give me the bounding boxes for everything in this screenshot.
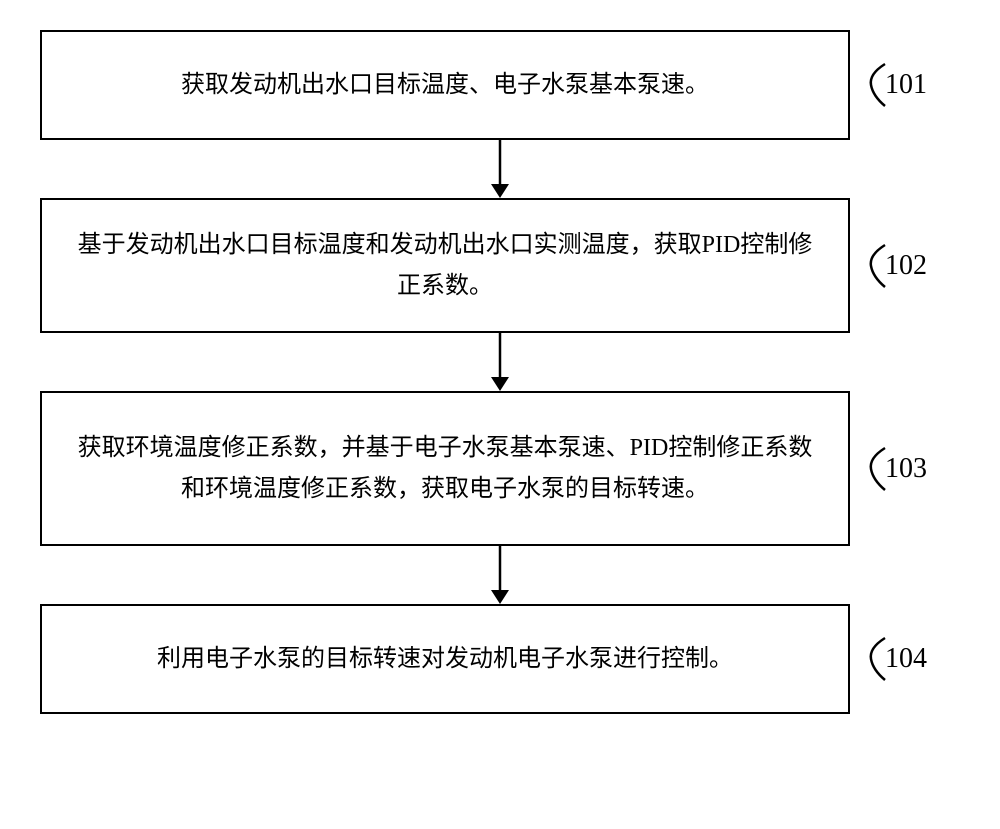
step-row-2: 基于发动机出水口目标温度和发动机出水口实测温度，获取PID控制修正系数。 102	[40, 198, 960, 333]
step-label-1: 101	[885, 69, 927, 101]
step-label-3: 103	[885, 453, 927, 485]
step-box-3: 获取环境温度修正系数，并基于电子水泵基本泵速、PID控制修正系数和环境温度修正系…	[40, 391, 850, 546]
curve-connector-icon	[861, 62, 887, 108]
step-text-3: 获取环境温度修正系数，并基于电子水泵基本泵速、PID控制修正系数和环境温度修正系…	[72, 428, 818, 510]
step-row-4: 利用电子水泵的目标转速对发动机电子水泵进行控制。 104	[40, 604, 960, 714]
step-box-1: 获取发动机出水口目标温度、电子水泵基本泵速。	[40, 30, 850, 140]
step-box-2: 基于发动机出水口目标温度和发动机出水口实测温度，获取PID控制修正系数。	[40, 198, 850, 333]
step-text-4: 利用电子水泵的目标转速对发动机电子水泵进行控制。	[157, 639, 733, 680]
step-box-4: 利用电子水泵的目标转速对发动机电子水泵进行控制。	[40, 604, 850, 714]
step-label-2: 102	[885, 250, 927, 282]
step-id-1: 101	[885, 69, 927, 100]
arrow-down-icon	[488, 546, 512, 604]
flowchart-container: 获取发动机出水口目标温度、电子水泵基本泵速。 101 基于发动机出水口目标温度和…	[40, 30, 960, 714]
step-id-4: 104	[885, 643, 927, 674]
step-text-2: 基于发动机出水口目标温度和发动机出水口实测温度，获取PID控制修正系数。	[72, 225, 818, 307]
arrow-down-icon	[488, 333, 512, 391]
step-label-4: 104	[885, 643, 927, 675]
arrow-1	[95, 140, 905, 198]
arrow-3	[95, 546, 905, 604]
step-id-3: 103	[885, 453, 927, 484]
arrow-2	[95, 333, 905, 391]
step-row-3: 获取环境温度修正系数，并基于电子水泵基本泵速、PID控制修正系数和环境温度修正系…	[40, 391, 960, 546]
curve-connector-icon	[861, 446, 887, 492]
step-id-2: 102	[885, 250, 927, 281]
curve-connector-icon	[861, 243, 887, 289]
curve-connector-icon	[861, 636, 887, 682]
step-row-1: 获取发动机出水口目标温度、电子水泵基本泵速。 101	[40, 30, 960, 140]
arrow-down-icon	[488, 140, 512, 198]
step-text-1: 获取发动机出水口目标温度、电子水泵基本泵速。	[181, 65, 709, 106]
